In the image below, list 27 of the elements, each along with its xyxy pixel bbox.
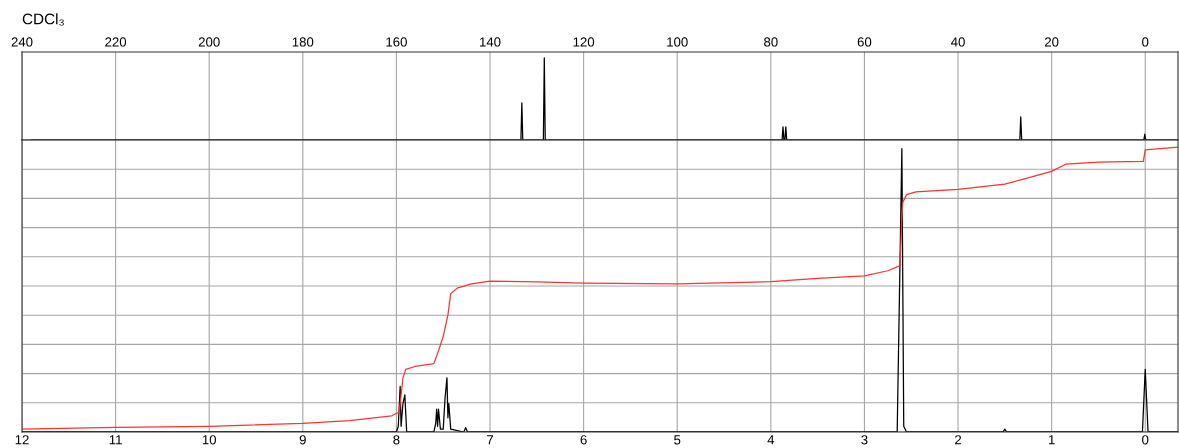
- x-tick-label: 9: [299, 435, 306, 445]
- x-tick-label: 100: [667, 37, 688, 47]
- x-tick-label: 200: [198, 37, 220, 47]
- x-tick-label: 140: [480, 37, 501, 47]
- x-tick-label: 40: [951, 37, 965, 47]
- x-tick-label: 80: [764, 37, 778, 47]
- x-tick-label: 220: [105, 37, 127, 47]
- x-tick-label: 11: [109, 435, 122, 445]
- x-tick-label: 3: [861, 435, 868, 445]
- x-tick-label: 12: [15, 435, 29, 445]
- x-tick-label: 5: [674, 435, 681, 445]
- x-tick-label: 120: [573, 37, 595, 47]
- x-tick-label: 240: [11, 37, 33, 47]
- chart-title: CDCl₃: [22, 13, 64, 26]
- x-tick-label: 0: [1142, 37, 1149, 47]
- x-tick-label: 10: [202, 435, 217, 445]
- x-tick-label: 0: [1142, 435, 1149, 445]
- x-tick-label: 20: [1044, 37, 1059, 47]
- x-tick-label: 4: [767, 435, 775, 445]
- x-tick-label: 2: [955, 435, 962, 445]
- x-tick-label: 160: [386, 37, 407, 47]
- x-tick-label: 1: [1048, 435, 1055, 445]
- x-tick-label: 180: [292, 37, 314, 47]
- x-tick-label: 6: [580, 435, 587, 445]
- x-tick-label: 60: [857, 37, 872, 47]
- x-tick-label: 7: [487, 435, 494, 445]
- x-tick-label: 8: [393, 435, 400, 445]
